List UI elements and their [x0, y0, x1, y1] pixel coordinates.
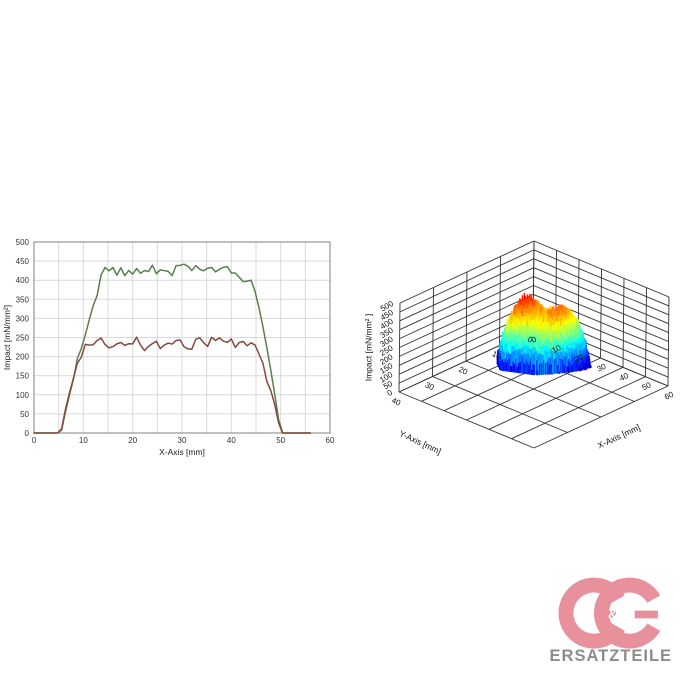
- svg-text:ERSATZTEILE: ERSATZTEILE: [550, 647, 673, 665]
- svg-text:&: &: [608, 606, 618, 622]
